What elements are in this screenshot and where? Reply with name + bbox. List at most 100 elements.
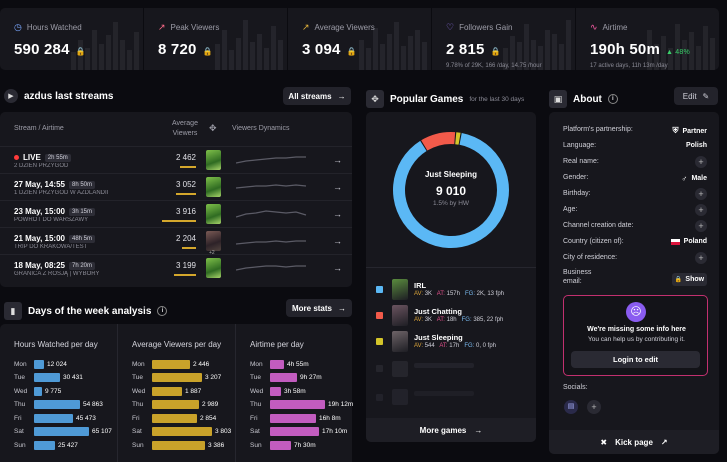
skeleton-line [414, 363, 474, 368]
donut-slice[interactable] [455, 132, 461, 145]
stream-viewers: 3 916 [175, 207, 196, 216]
game-row[interactable]: Just Chatting AV: 3K AT: 18h FG: 385, 22… [366, 303, 536, 328]
game-thumbnail [206, 231, 221, 251]
login-to-edit-button[interactable]: Login to edit [571, 351, 700, 368]
viewers-bar [180, 166, 196, 168]
more-games-button[interactable]: More games → [366, 418, 536, 442]
day-bar-row: Thu 54 863 [14, 400, 103, 409]
pencil-icon: ✎ [702, 91, 710, 101]
color-checkbox[interactable] [376, 338, 383, 345]
all-streams-button[interactable]: All streams → [283, 87, 351, 105]
stream-row[interactable]: LIVE 2h 55m 2 DZIEŃ PRZYGÓD 2 462 → [0, 146, 352, 173]
color-checkbox[interactable] [376, 312, 383, 319]
game-row[interactable]: Just Sleeping AV: 544 AT: 17h FG: 0, 0 f… [366, 329, 536, 354]
info-icon[interactable]: i [607, 94, 618, 104]
arrow-right-icon[interactable]: → [333, 236, 342, 246]
business-email-label: Business email: [563, 269, 592, 285]
play-icon: ▶ [4, 89, 18, 103]
day-bar-row: Thu 19h 12m [250, 400, 354, 409]
game-thumbnail [392, 331, 408, 352]
col-avg: Average Viewers [172, 120, 198, 137]
stream-row[interactable]: 18 May, 08:25 7h 20m GRANICA Z ROSJĄ | WY… [0, 254, 352, 281]
viewers-bar [182, 247, 196, 249]
stat-value: 8 720 🔒 [158, 41, 213, 58]
about-title: About [573, 93, 602, 105]
lock-icon: 🔒 [346, 47, 357, 56]
stat-background-bars [71, 22, 139, 70]
discord-icon[interactable]: ▤ [564, 400, 578, 414]
viewers-sparkline [236, 210, 307, 218]
lock-icon: 🔒 [674, 277, 683, 283]
day-bar-row: Mon 2 446 [132, 359, 210, 369]
day-bar-row: Wed 9 775 [14, 386, 62, 396]
duration-badge: 2h 55m [44, 153, 71, 162]
add-info-icon[interactable]: + [695, 220, 707, 232]
info-icon[interactable]: i [157, 306, 168, 316]
stat-hours-watched: ◷ Hours Watched 590 284 🔒 [0, 8, 143, 70]
chart-icon: ↗ [158, 22, 166, 32]
game-thumbnail [392, 279, 408, 300]
stat-sub: 9.78% of 29K, 166 /day, 14.75 /hour [446, 63, 542, 69]
arrow-right-icon[interactable]: → [333, 209, 342, 219]
arrow-right-icon[interactable]: → [333, 263, 342, 273]
more-stats-button[interactable]: More stats → [286, 299, 352, 317]
stream-viewers: 3 052 [175, 180, 196, 189]
stat-value: 190h 50m ▲ 48% [590, 41, 690, 58]
day-bar-row: Fri 2 854 [132, 413, 217, 423]
games-header: ✥ Popular Games for the last 30 days [366, 90, 524, 108]
day-bar [152, 359, 190, 369]
add-info-icon[interactable]: + [695, 188, 707, 200]
arrow-right-icon[interactable]: → [333, 155, 342, 165]
games-period: for the last 30 days [469, 95, 525, 103]
show-email-button[interactable]: 🔒 Show [672, 273, 707, 286]
day-bar [152, 400, 199, 409]
stream-subtitle: POWRÓT DO WARSZAWY [14, 217, 89, 223]
stream-viewers: 3 199 [175, 261, 196, 270]
color-checkbox[interactable] [376, 286, 383, 293]
add-info-icon[interactable]: + [695, 252, 707, 264]
stat-background-bars [359, 22, 427, 70]
viewers-sparkline [236, 184, 307, 189]
add-social-icon[interactable]: + [587, 400, 601, 414]
day-bar [152, 413, 197, 423]
day-bar [152, 427, 212, 436]
missing-sub: You can help us by contributing it. [588, 336, 685, 343]
add-info-icon[interactable]: + [695, 156, 707, 168]
stat-label: ◷ Hours Watched [14, 22, 82, 32]
edit-button[interactable]: Edit ✎ [674, 87, 718, 105]
game-thumbnail [392, 305, 408, 326]
day-bar-row: Sun 25 427 [14, 440, 78, 450]
stream-row[interactable]: 23 May, 15:00 3h 15m POWRÓT DO WARSZAWY 3… [0, 200, 352, 227]
game-row[interactable]: IRL AV: 3K AT: 157h FG: 2K, 13 fph [366, 277, 536, 302]
skeleton-check [376, 365, 383, 372]
skeleton-check [376, 394, 383, 401]
col-stream: Stream / Airtime [14, 125, 64, 132]
arrow-right-icon: → [338, 303, 346, 313]
stat-followers-gain: ♡ Followers Gain 2 815 🔒 9.78% of 29K, 166 /… [432, 8, 575, 70]
stream-row[interactable]: 21 May, 15:00 48h 5m TRIP DO KRAKOWA/TEST… [0, 227, 352, 256]
day-bar-row: Sat 17h 10m [250, 427, 348, 436]
stream-row[interactable]: 27 May, 14:55 8h 50m 1 DZIEŃ PRZYGOD W AZ… [0, 173, 352, 200]
duration-badge: 48h 5m [69, 234, 96, 243]
badge-icon: ⛨ [672, 126, 679, 135]
day-bar-row: Tue 30 431 [14, 373, 83, 382]
arrow-right-icon[interactable]: → [333, 182, 342, 192]
days-col-title: Hours Watched per day [14, 340, 98, 349]
external-link-icon: ↗ [660, 437, 668, 447]
games-donut-chart [393, 132, 509, 248]
day-bar [270, 440, 291, 450]
lock-icon: 🔒 [202, 47, 213, 56]
gamepad-icon: ✥ [366, 90, 384, 108]
stat-airtime: ∿ Airtime 190h 50m ▲ 48% 17 active days, 11h… [576, 8, 719, 70]
donut-slice[interactable] [421, 132, 456, 151]
stream-subtitle: GRANICA Z ROSJĄ | WYBORY [14, 271, 100, 277]
kick-page-button[interactable]: ✖ Kick page ↗ [549, 430, 719, 454]
add-info-icon[interactable]: + [695, 204, 707, 216]
stat-value: 2 815 🔒 [446, 41, 501, 58]
day-bar [34, 413, 73, 423]
day-bar [152, 373, 202, 382]
clock-icon: ◷ [14, 22, 22, 32]
viewers-bar [162, 220, 196, 222]
about-row: Language: Polish [563, 142, 707, 149]
heart-icon: ♡ [446, 22, 455, 32]
